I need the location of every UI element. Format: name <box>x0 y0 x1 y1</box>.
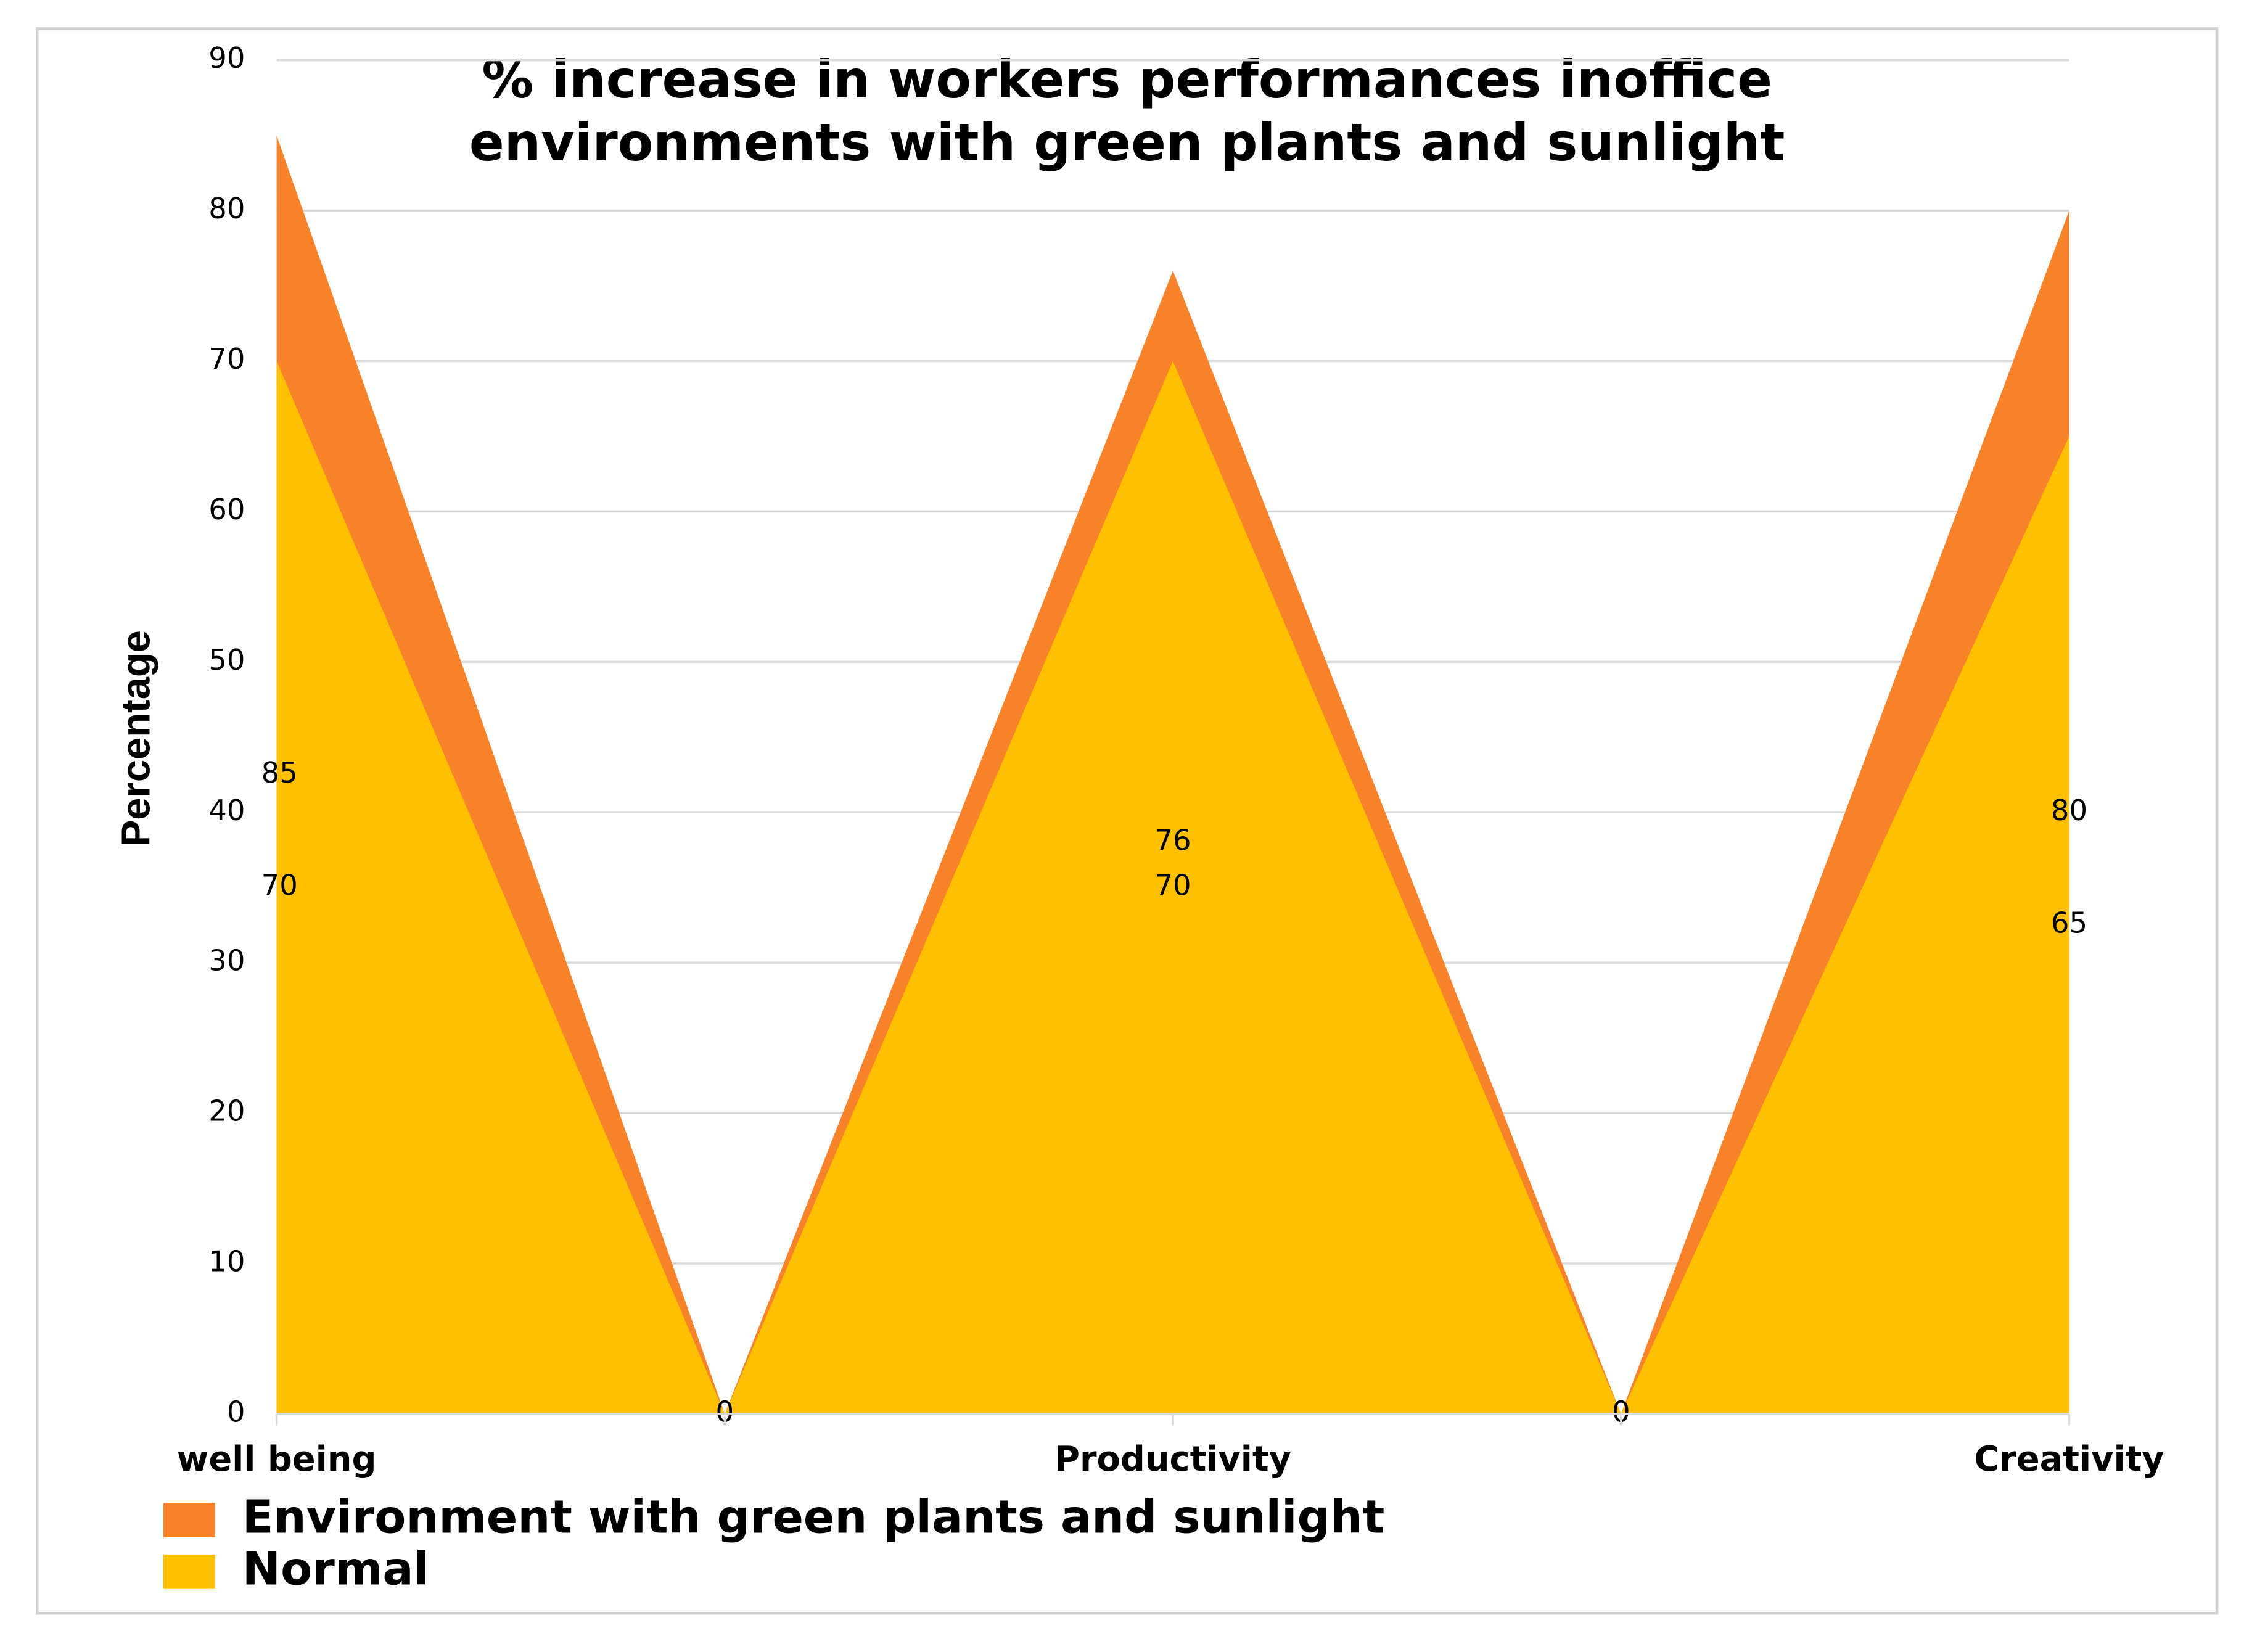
chart-title: environments with green plants and sunli… <box>469 112 1785 173</box>
legend-swatch <box>163 1554 215 1589</box>
y-axis-label: Percentage <box>113 630 158 847</box>
x-tick-label: well being <box>177 1439 377 1479</box>
y-tick-label: 0 <box>227 1395 245 1428</box>
y-tick-label: 90 <box>208 41 245 75</box>
data-label: 65 <box>2051 906 2087 940</box>
chart-title: % increase in workers performances inoff… <box>482 49 1772 110</box>
y-tick-label: 20 <box>208 1095 245 1128</box>
y-tick-label: 70 <box>208 342 245 376</box>
data-label: 80 <box>2051 794 2087 827</box>
y-tick-label: 80 <box>208 192 245 225</box>
x-tick-label: Creativity <box>1974 1439 2164 1479</box>
x-tick-label: Productivity <box>1054 1439 1291 1479</box>
legend-label: Normal <box>242 1542 429 1595</box>
y-tick-label: 50 <box>208 643 245 676</box>
data-label: 85 <box>261 756 298 789</box>
y-tick-label: 10 <box>208 1245 245 1278</box>
y-tick-label: 40 <box>208 794 245 827</box>
y-tick-label: 60 <box>208 493 245 526</box>
data-label: 70 <box>261 869 298 902</box>
legend-label: Environment with green plants and sunlig… <box>242 1490 1385 1544</box>
area <box>276 361 2069 1414</box>
data-label: 76 <box>1154 824 1191 857</box>
data-label: 70 <box>1154 869 1191 902</box>
legend-swatch <box>163 1503 215 1537</box>
y-tick-label: 30 <box>208 944 245 977</box>
